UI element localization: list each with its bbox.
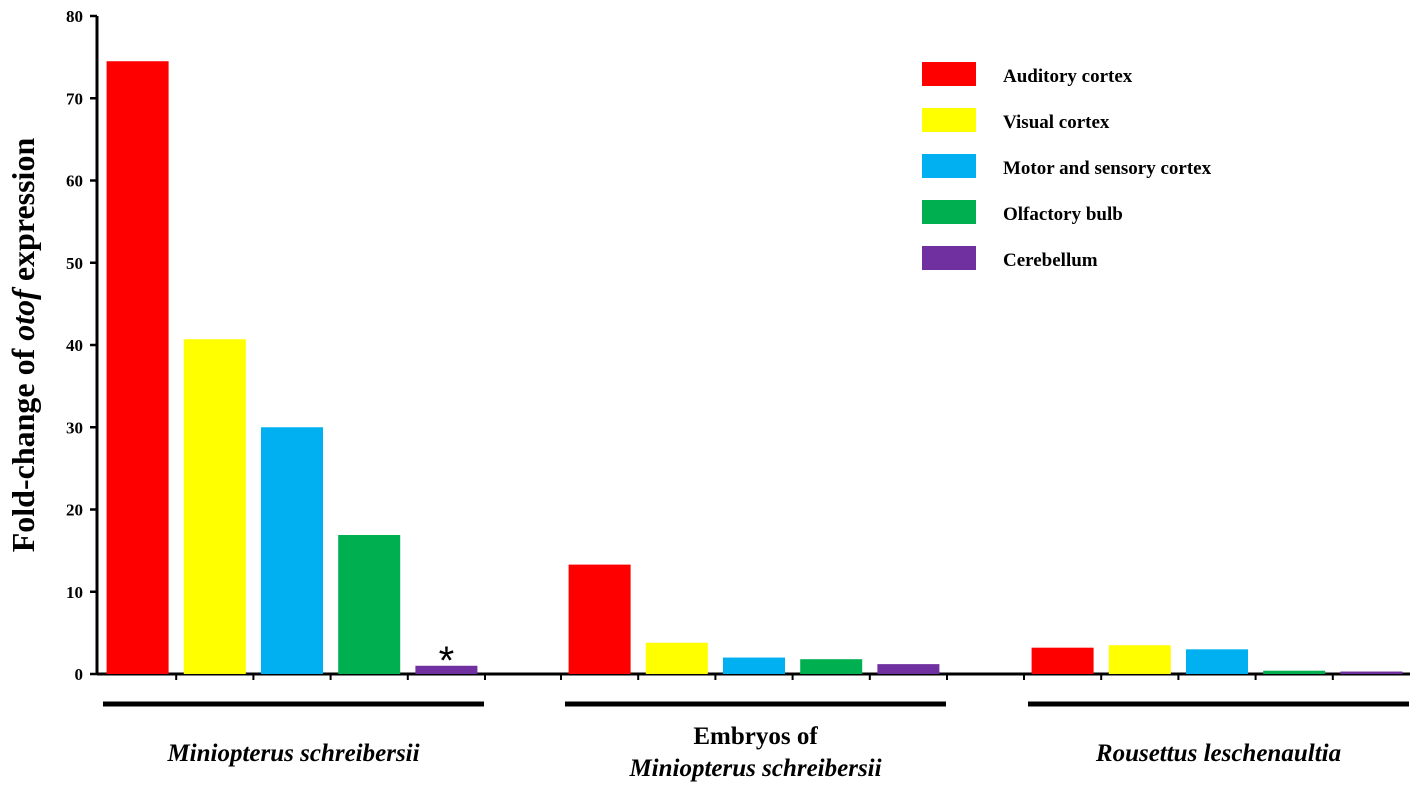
legend-label: Motor and sensory cortex: [1003, 158, 1212, 179]
bar-olfactory-bulb-group-2: [800, 659, 863, 674]
bar-motor-and-sensory-cortex-group-2: [723, 657, 785, 674]
y-title-part: otof: [5, 286, 41, 341]
bar-cerebellum-group-1: [415, 665, 478, 674]
legend-swatch: [922, 62, 976, 86]
legend-swatch: [922, 154, 976, 178]
group-labels: Miniopterus schreibersii Embryos of Miniop…: [166, 723, 1341, 782]
y-tick-label: 40: [66, 336, 83, 355]
y-axis-title: Fold-change of otof expression: [5, 138, 41, 553]
y-tick-label: 60: [66, 172, 83, 191]
group-label: Miniopterus schreibersii: [628, 755, 881, 782]
bars: [106, 61, 1403, 675]
bar-olfactory-bulb-group-3: [1263, 670, 1326, 674]
significance-asterisk: *: [439, 639, 455, 683]
y-axis: 0 10 20 30 40 50 60 70 80: [66, 7, 99, 684]
bar-motor-and-sensory-cortex-group-3: [1186, 649, 1248, 674]
bar-motor-and-sensory-cortex-group-1: [261, 427, 323, 674]
legend-swatch: [922, 108, 976, 132]
legend-label: Olfactory bulb: [1003, 204, 1123, 225]
bar-cerebellum-group-2: [877, 664, 940, 674]
y-tick-label: 70: [66, 89, 83, 108]
bar-visual-cortex-group-2: [645, 642, 708, 674]
y-tick-label: 50: [66, 254, 83, 273]
legend-swatch: [922, 246, 976, 270]
legend: Auditory cortex Visual cortex Motor and se…: [922, 62, 1212, 271]
group-label: Miniopterus schreibersii: [166, 740, 419, 767]
legend-label: Auditory cortex: [1003, 66, 1133, 87]
bar-cerebellum-group-3: [1340, 671, 1403, 674]
y-tick-label: 80: [66, 7, 83, 26]
legend-label: Cerebellum: [1003, 250, 1098, 271]
group-label: Rousettus leschenaultia: [1095, 740, 1341, 767]
y-tick-label: 20: [66, 501, 83, 520]
bar-olfactory-bulb-group-1: [338, 534, 401, 674]
bar-visual-cortex-group-3: [1108, 645, 1171, 674]
y-tick-label: 0: [75, 665, 84, 684]
annotations: *: [439, 639, 455, 683]
bar-visual-cortex-group-1: [183, 339, 246, 674]
bar-auditory-cortex-group-2: [568, 564, 631, 674]
y-tick-label: 30: [66, 418, 83, 437]
y-title-part: expression: [5, 138, 41, 290]
group-label: Embryos of: [693, 723, 818, 750]
y-title-part: Fold-change of: [5, 341, 41, 553]
x-axis: [97, 672, 1410, 680]
y-tick-label: 10: [66, 583, 83, 602]
bar-auditory-cortex-group-3: [1031, 647, 1094, 674]
bar-auditory-cortex-group-1: [106, 61, 169, 675]
legend-label: Visual cortex: [1003, 112, 1110, 133]
legend-swatch: [922, 200, 976, 224]
